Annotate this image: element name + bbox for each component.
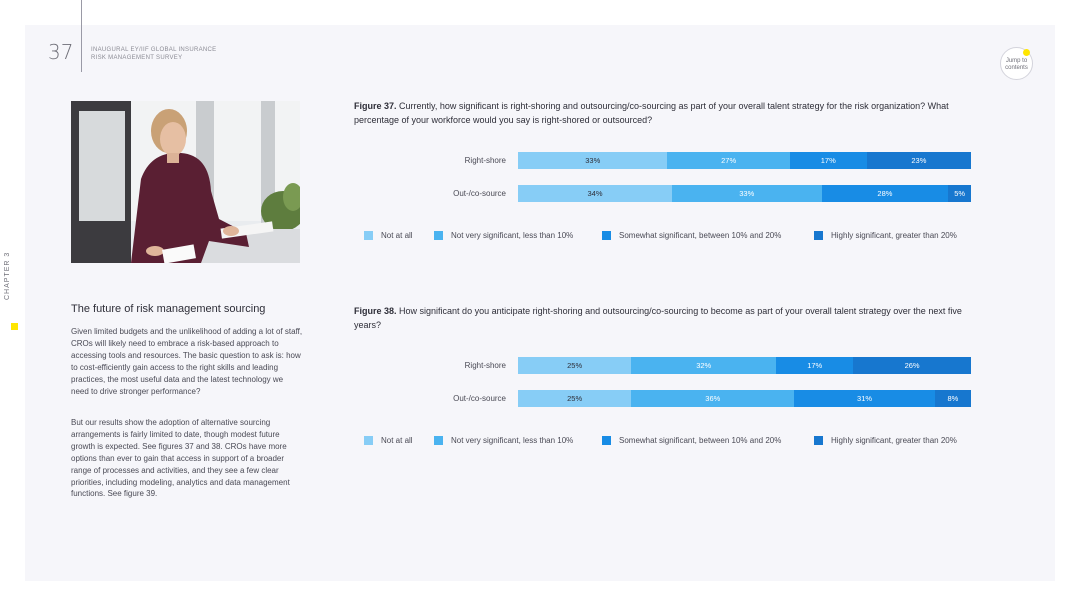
- legend-item: Not very significant, less than 10%: [434, 231, 573, 240]
- data-label: 25%: [567, 361, 583, 370]
- legend-swatch: [434, 231, 443, 240]
- legend-label: Not at all: [381, 436, 413, 445]
- legend-swatch: [602, 231, 611, 240]
- bar-segment: 25%: [518, 390, 632, 407]
- legend-label: Highly significant, greater than 20%: [831, 436, 957, 445]
- data-label: 25%: [567, 394, 583, 403]
- document-title: INAUGURAL EY/IIF GLOBAL INSURANCE RISK M…: [91, 47, 217, 61]
- stacked-bar: 25% 32% 17% 26%: [518, 357, 971, 374]
- data-label: 36%: [705, 394, 721, 403]
- category-label: Right-shore: [464, 156, 506, 165]
- legend-swatch: [602, 436, 611, 445]
- bar-segment: 34%: [518, 185, 673, 202]
- data-label: 32%: [696, 361, 712, 370]
- figure-38-label: Figure 38.: [354, 306, 397, 316]
- data-label: 34%: [587, 189, 603, 198]
- chapter-marker-icon: [11, 323, 18, 330]
- figure-37-title: Currently, how significant is right-shor…: [354, 101, 949, 125]
- legend-swatch: [814, 436, 823, 445]
- bar-segment: 31%: [794, 390, 935, 407]
- data-label: 28%: [877, 189, 893, 198]
- legend-label: Highly significant, greater than 20%: [831, 231, 957, 240]
- bar-segment: 5%: [948, 185, 971, 202]
- legend-swatch: [434, 436, 443, 445]
- chapter-label: CHAPTER 3: [4, 251, 11, 300]
- bar-segment: 33%: [518, 152, 668, 169]
- bar-segment: 26%: [853, 357, 971, 374]
- legend-swatch: [364, 231, 373, 240]
- legend-item: Somewhat significant, between 10% and 20…: [602, 436, 781, 445]
- legend-item: Not at all: [364, 436, 413, 445]
- bar-segment: 27%: [667, 152, 790, 169]
- data-label: 27%: [721, 156, 737, 165]
- photo-illustration: [71, 101, 300, 263]
- yellow-dot-icon: [1023, 49, 1030, 56]
- bar-segment: 8%: [934, 390, 971, 407]
- legend-swatch: [364, 436, 373, 445]
- stacked-bar: 25% 36% 31% 8%: [518, 390, 971, 407]
- data-label: 17%: [820, 156, 836, 165]
- page-number: 37: [48, 40, 74, 64]
- legend-label: Not very significant, less than 10%: [451, 231, 574, 240]
- data-label: 33%: [739, 189, 755, 198]
- data-label: 5%: [954, 189, 966, 198]
- category-label: Out-/co-source: [453, 189, 506, 198]
- body-paragraph-2: But our results show the adoption of alt…: [71, 418, 290, 499]
- data-label: 33%: [585, 156, 601, 165]
- header-divider: [81, 0, 82, 72]
- legend-label: Somewhat significant, between 10% and 20…: [619, 436, 782, 445]
- stacked-bar: 33% 27% 17% 23%: [518, 152, 971, 169]
- legend-item: Somewhat significant, between 10% and 20…: [602, 231, 781, 240]
- legend-label: Not at all: [381, 231, 413, 240]
- data-label: 17%: [807, 361, 823, 370]
- legend-label: Not very significant, less than 10%: [451, 436, 574, 445]
- bar-segment: 28%: [821, 185, 949, 202]
- bar-segment: 33%: [672, 185, 822, 202]
- figure-38-caption: Figure 38. How significant do you antici…: [354, 305, 964, 332]
- data-label: 26%: [904, 361, 920, 370]
- stacked-bar: 34% 33% 28% 5%: [518, 185, 971, 202]
- legend-item: Not very significant, less than 10%: [434, 436, 573, 445]
- legend-item: Not at all: [364, 231, 413, 240]
- data-label: 23%: [911, 156, 927, 165]
- category-label: Out-/co-source: [453, 394, 506, 403]
- category-label: Right-shore: [464, 361, 506, 370]
- body-paragraph-1: Given limited budgets and the unlikeliho…: [71, 327, 303, 396]
- bar-segment: 25%: [518, 357, 632, 374]
- jump-to-contents-button[interactable]: Jump to contents: [1000, 47, 1033, 80]
- jump-to-contents-label: Jump to contents: [1005, 58, 1028, 71]
- section-heading: The future of risk management sourcing: [71, 303, 266, 315]
- data-label: 31%: [857, 394, 873, 403]
- figure-37-label: Figure 37.: [354, 101, 397, 111]
- legend-item: Highly significant, greater than 20%: [814, 231, 957, 240]
- legend-item: Highly significant, greater than 20%: [814, 436, 957, 445]
- bar-segment: 17%: [789, 152, 867, 169]
- bar-segment: 36%: [631, 390, 795, 407]
- bar-segment: 17%: [776, 357, 854, 374]
- figure-37-caption: Figure 37. Currently, how significant is…: [354, 100, 964, 127]
- bar-segment: 23%: [866, 152, 971, 169]
- legend-label: Somewhat significant, between 10% and 20…: [619, 231, 782, 240]
- data-label: 8%: [947, 394, 959, 403]
- woman-at-desk-photo: [71, 101, 300, 263]
- bar-segment: 32%: [631, 357, 777, 374]
- figure-38-title: How significant do you anticipate right-…: [354, 306, 962, 330]
- legend-swatch: [814, 231, 823, 240]
